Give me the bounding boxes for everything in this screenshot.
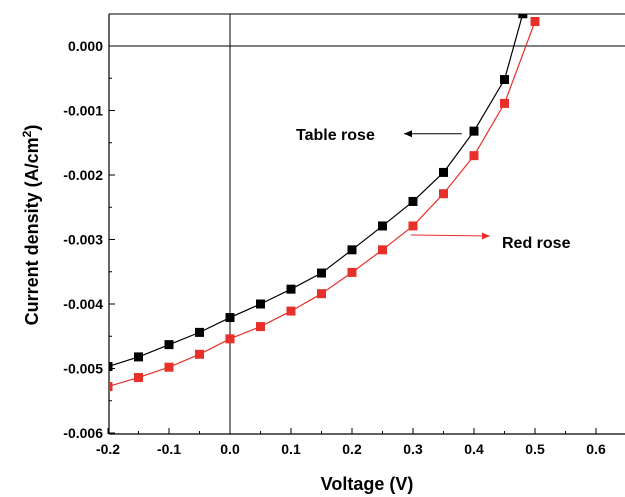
- annotation-red-rose-arrow: [410, 232, 491, 240]
- series-line-red-rose: [109, 21, 536, 387]
- x-tick-label: 0.3: [403, 441, 423, 457]
- data-point-red-rose: [109, 382, 113, 392]
- data-point-table-rose: [378, 221, 387, 231]
- x-tick-label: 0.5: [525, 441, 545, 457]
- y-tick-label: -0.005: [63, 361, 103, 377]
- data-point-table-rose: [134, 352, 143, 362]
- y-tick-label: -0.003: [63, 232, 103, 248]
- data-point-red-rose: [164, 362, 174, 372]
- annotation-table-rose-label: Table rose: [296, 127, 375, 144]
- data-point-red-rose: [225, 334, 235, 344]
- y-tick-label: -0.002: [63, 167, 103, 183]
- annotation-red-rose-arrow-shaft: [410, 234, 491, 237]
- y-tick-label: -0.006: [63, 425, 103, 441]
- data-point-table-rose: [500, 75, 509, 85]
- x-axis-title: Voltage (V): [321, 474, 414, 494]
- data-point-red-rose: [500, 98, 509, 108]
- annotation-table-rose-arrow: [404, 130, 462, 138]
- x-tick-label: 0.2: [342, 441, 362, 457]
- data-point-red-rose: [195, 349, 204, 359]
- data-point-red-rose: [530, 16, 540, 26]
- data-point-red-rose: [134, 373, 143, 383]
- data-point-table-rose: [469, 126, 479, 136]
- data-point-table-rose: [225, 313, 235, 323]
- data-point-table-rose: [109, 362, 113, 372]
- data-point-red-rose: [439, 189, 448, 199]
- x-tick-label: 0.0: [220, 441, 240, 457]
- data-point-table-rose: [256, 299, 265, 309]
- y-tick-label: 0.000: [68, 38, 103, 54]
- x-tick-label: 0.6: [586, 441, 606, 457]
- data-point-table-rose: [195, 327, 204, 337]
- data-point-table-rose: [347, 245, 357, 255]
- data-point-table-rose: [408, 196, 418, 206]
- x-tick-label: -0.2: [96, 441, 120, 457]
- annotation-table-rose-arrow-head: [404, 130, 412, 138]
- y-tick-label: -0.001: [63, 103, 103, 119]
- data-point-red-rose: [286, 306, 296, 316]
- data-point-red-rose: [347, 267, 357, 277]
- series-table-rose: [109, 14, 528, 372]
- data-point-red-rose: [256, 322, 265, 332]
- x-tick-label: 0.4: [464, 441, 484, 457]
- data-point-red-rose: [469, 151, 479, 161]
- data-point-red-rose: [408, 221, 418, 231]
- series-line-table-rose: [109, 14, 524, 367]
- data-point-red-rose: [378, 245, 387, 255]
- annotation-red-rose-arrow-head: [482, 232, 490, 240]
- data-point-table-rose: [286, 284, 296, 294]
- data-point-table-rose: [518, 14, 528, 19]
- annotation-red-rose-label: Red rose: [502, 235, 571, 252]
- x-tick-label: -0.1: [157, 441, 181, 457]
- data-point-table-rose: [439, 167, 448, 177]
- data-point-table-rose: [317, 268, 326, 278]
- y-tick-label: -0.004: [63, 296, 103, 312]
- series-red-rose: [109, 16, 540, 392]
- y-axis-title: Current density (A/cm2): [20, 125, 42, 326]
- x-tick-label: 0.1: [281, 441, 301, 457]
- data-point-red-rose: [317, 289, 326, 299]
- data-point-table-rose: [164, 340, 174, 350]
